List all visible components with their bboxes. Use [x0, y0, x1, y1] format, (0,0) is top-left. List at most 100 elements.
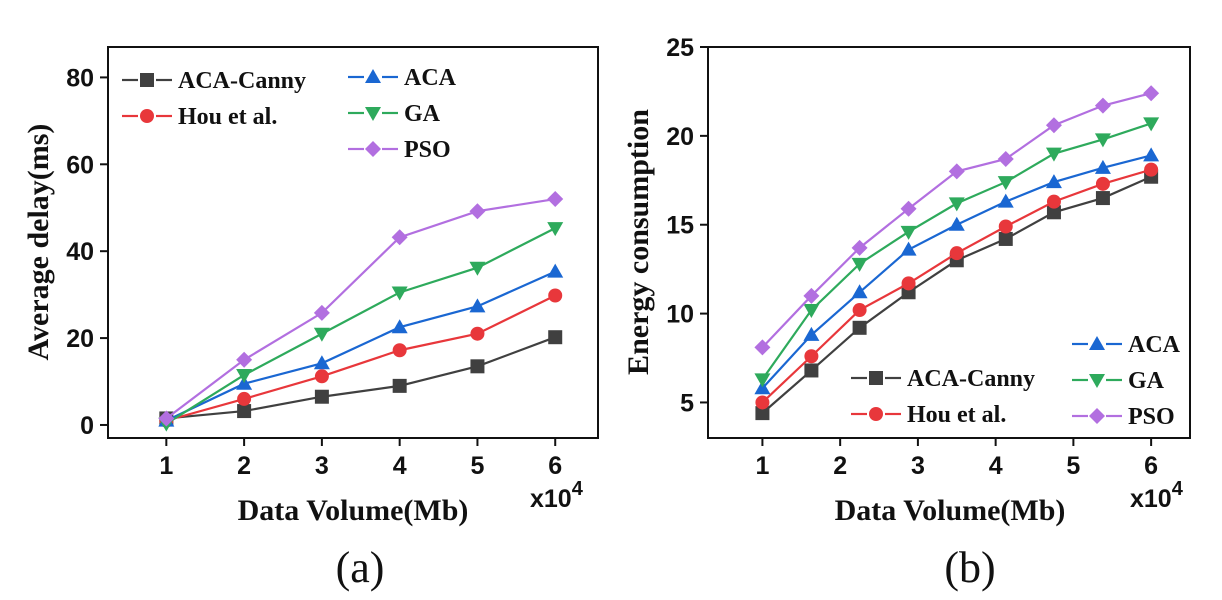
data-point — [852, 303, 867, 318]
data-point — [469, 203, 486, 220]
data-point — [900, 200, 917, 217]
data-point — [313, 355, 330, 370]
data-point — [804, 349, 819, 364]
legend-label: PSO — [404, 137, 451, 163]
data-point — [997, 193, 1014, 208]
data-point — [754, 339, 771, 356]
y-tick-label: 40 — [66, 238, 94, 266]
legend-marker — [140, 73, 154, 87]
data-point — [1094, 97, 1111, 114]
data-point — [1144, 162, 1159, 177]
data-point — [901, 276, 916, 291]
data-point — [392, 378, 407, 393]
data-point — [1046, 194, 1061, 209]
panel-caption: (b) — [944, 543, 995, 592]
x-tick-label: 4 — [989, 452, 1003, 480]
legend-label: ACA-Canny — [178, 68, 306, 94]
y-tick-label: 15 — [666, 212, 694, 240]
y-axis-label: Energy consumption — [622, 109, 655, 375]
plot-frame — [707, 46, 1191, 439]
series-line-aca — [761, 154, 1152, 389]
data-point — [1143, 85, 1160, 102]
data-point — [754, 373, 771, 388]
data-point — [803, 304, 820, 319]
data-point — [1046, 205, 1061, 220]
data-point — [1095, 191, 1110, 206]
y-tick-label: 25 — [666, 34, 694, 62]
x-tick-label: 5 — [470, 452, 484, 480]
x-tick-label: 6 — [548, 452, 562, 480]
data-point — [851, 239, 868, 256]
data-point — [237, 404, 252, 419]
x-axis-multiplier-exponent: 4 — [572, 478, 584, 500]
legend-entry: Hou et al. — [122, 104, 277, 130]
data-point — [803, 326, 820, 341]
data-point — [392, 343, 407, 358]
x-tick-label: 1 — [755, 452, 769, 480]
data-point — [1094, 159, 1111, 174]
y-tick-label: 20 — [66, 325, 94, 353]
legend-entry: ACA-Canny — [122, 68, 306, 94]
x-axis-multiplier-exponent: 4 — [1172, 478, 1184, 500]
data-point — [469, 298, 486, 313]
data-point — [1045, 147, 1062, 162]
x-tick-label: 2 — [237, 452, 251, 480]
data-point — [755, 406, 770, 421]
series-line-aca-canny — [166, 336, 556, 420]
data-point — [900, 225, 917, 240]
x-axis-multiplier: x104 — [1130, 478, 1184, 513]
y-tick-label: 10 — [666, 301, 694, 329]
data-point — [852, 320, 867, 335]
data-point — [1045, 117, 1062, 134]
data-point — [948, 216, 965, 231]
x-tick-label: 5 — [1066, 452, 1080, 480]
data-point — [547, 222, 564, 237]
legend-marker — [140, 109, 154, 123]
legend-label: GA — [404, 101, 441, 127]
data-point — [469, 261, 486, 276]
series-line-hou-et-al- — [166, 294, 556, 422]
x-tick-label: 1 — [159, 452, 173, 480]
legend-marker — [1089, 408, 1105, 424]
data-point — [391, 229, 408, 246]
x-axis-label: Data Volume(Mb) — [238, 494, 469, 527]
legend-label: Hou et al. — [178, 104, 277, 130]
legend-marker — [869, 371, 883, 385]
legend-entry: PSO — [1072, 404, 1175, 430]
data-point — [313, 304, 330, 321]
data-point — [755, 395, 770, 410]
data-point — [237, 391, 252, 406]
data-point — [314, 389, 329, 404]
legend-label: ACA-Canny — [907, 366, 1035, 392]
data-point — [1143, 117, 1160, 132]
data-point — [548, 330, 563, 345]
x-tick-label: 2 — [833, 452, 847, 480]
data-point — [470, 326, 485, 341]
y-tick-label: 60 — [66, 151, 94, 179]
data-point — [997, 176, 1014, 191]
data-point — [948, 197, 965, 212]
legend-marker — [1089, 374, 1105, 388]
legend-entry: ACA-Canny — [851, 366, 1035, 392]
data-point — [314, 369, 329, 384]
y-tick-label: 0 — [80, 412, 94, 440]
legend-marker — [1089, 336, 1105, 350]
legend-entry: PSO — [348, 137, 451, 163]
legend-entry: GA — [1072, 368, 1165, 394]
legend-label: ACA — [1128, 332, 1181, 358]
data-point — [236, 351, 253, 368]
data-point — [851, 284, 868, 299]
x-tick-label: 4 — [393, 452, 407, 480]
x-tick-label: 6 — [1144, 452, 1158, 480]
y-axis-label: Average delay(ms) — [22, 124, 55, 361]
chart-panel-b: 1 2 3 4 5 6 5 10 15 20 25 Data Volume(Mb) Energy con… — [622, 34, 1191, 592]
data-point — [997, 150, 1014, 167]
legend-label: ACA — [404, 65, 457, 91]
data-point — [948, 163, 965, 180]
y-tick-label: 5 — [680, 389, 694, 417]
x-axis-label: Data Volume(Mb) — [835, 494, 1066, 527]
legend-label: GA — [1128, 368, 1165, 394]
legend-label: Hou et al. — [907, 402, 1006, 428]
